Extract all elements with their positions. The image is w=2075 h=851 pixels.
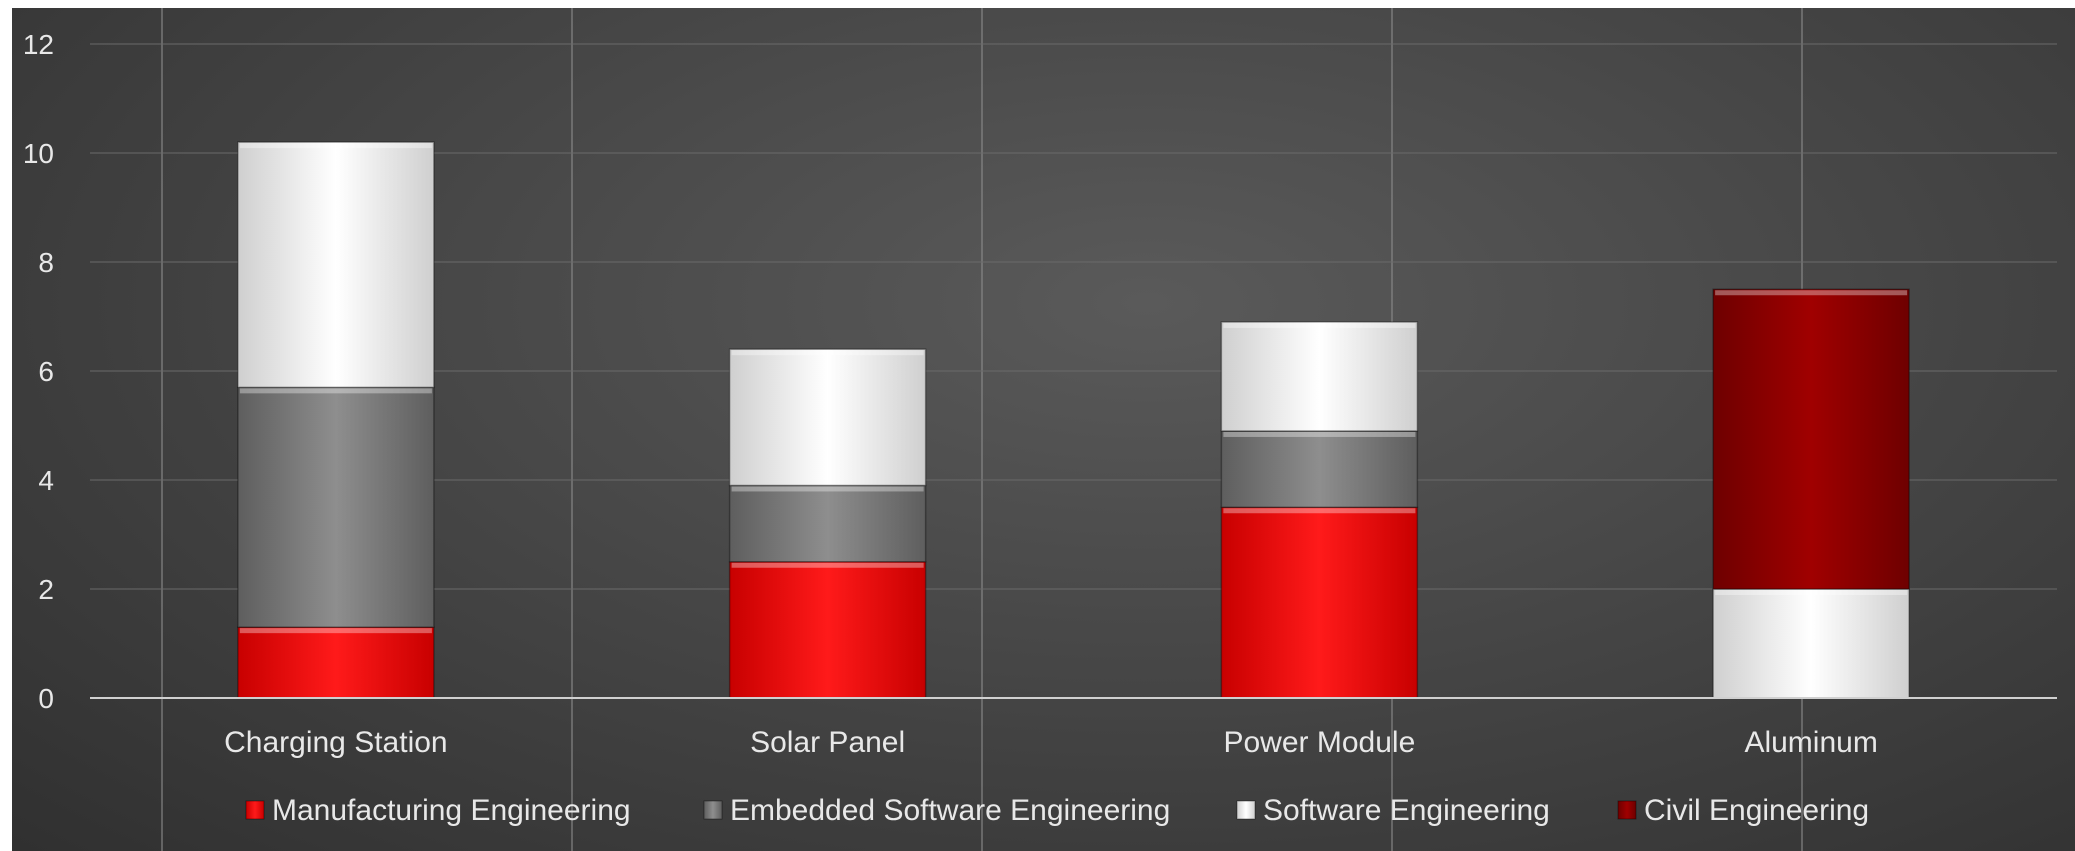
- bar-segment-highlight: [239, 143, 432, 149]
- legend-label: Manufacturing Engineering: [272, 794, 631, 827]
- bar-segment-highlight: [1715, 590, 1908, 595]
- y-tick-label: 4: [38, 465, 54, 496]
- bar-segment: [728, 484, 927, 563]
- y-tick-label: 10: [23, 138, 54, 169]
- x-category-label: Charging Station: [224, 726, 447, 759]
- x-category-label: Solar Panel: [750, 726, 905, 759]
- legend-swatch: [703, 800, 723, 820]
- bar-segment: [1220, 430, 1419, 509]
- bar-segment: [1220, 321, 1419, 432]
- y-tick-label: 2: [38, 574, 54, 605]
- bar-segment-highlight: [1715, 290, 1908, 296]
- legend-label: Embedded Software Engineering: [730, 794, 1170, 827]
- bar-segment-highlight: [1223, 508, 1416, 514]
- bar-segment-highlight: [731, 350, 924, 356]
- y-tick-label: 12: [23, 29, 54, 60]
- legend: Manufacturing Engineering Embedded Softwa…: [245, 794, 1869, 827]
- bar-segment: [728, 561, 927, 699]
- bar-segment: [1220, 506, 1419, 699]
- bar-segment: [237, 626, 435, 699]
- bar-segment-highlight: [239, 388, 432, 394]
- axes: 0 2 4 6 8 10 12 Charging Station Solar Panel Powe…: [23, 29, 2057, 759]
- bar-segment-highlight: [1223, 431, 1416, 437]
- bar-segment: [237, 141, 435, 389]
- x-category-label: Aluminum: [1744, 726, 1877, 759]
- bar-segment: [237, 386, 435, 628]
- y-tick-label: 8: [38, 247, 54, 278]
- bar-segment: [1712, 288, 1910, 590]
- legend-swatch: [245, 800, 265, 820]
- bars: [237, 141, 1910, 699]
- stacked-bar-chart: 0 2 4 6 8 10 12 Charging Station Solar Panel Powe…: [23, 8, 2057, 851]
- bar-segment: [728, 348, 927, 487]
- legend-label: Software Engineering: [1263, 794, 1550, 827]
- legend-swatch: [1236, 800, 1256, 820]
- legend-swatch: [1617, 800, 1637, 820]
- y-tick-label: 0: [38, 683, 54, 714]
- legend-label: Civil Engineering: [1644, 794, 1869, 827]
- bar-segment-highlight: [731, 486, 924, 492]
- chart-area: 0 2 4 6 8 10 12 Charging Station Solar Panel Powe…: [12, 8, 2075, 851]
- x-category-label: Power Module: [1223, 726, 1415, 759]
- bar-segment-highlight: [1223, 322, 1416, 328]
- bar-segment-highlight: [731, 562, 924, 568]
- y-tick-label: 6: [38, 356, 54, 387]
- bar-segment-highlight: [239, 628, 432, 634]
- bar-segment: [1712, 588, 1910, 699]
